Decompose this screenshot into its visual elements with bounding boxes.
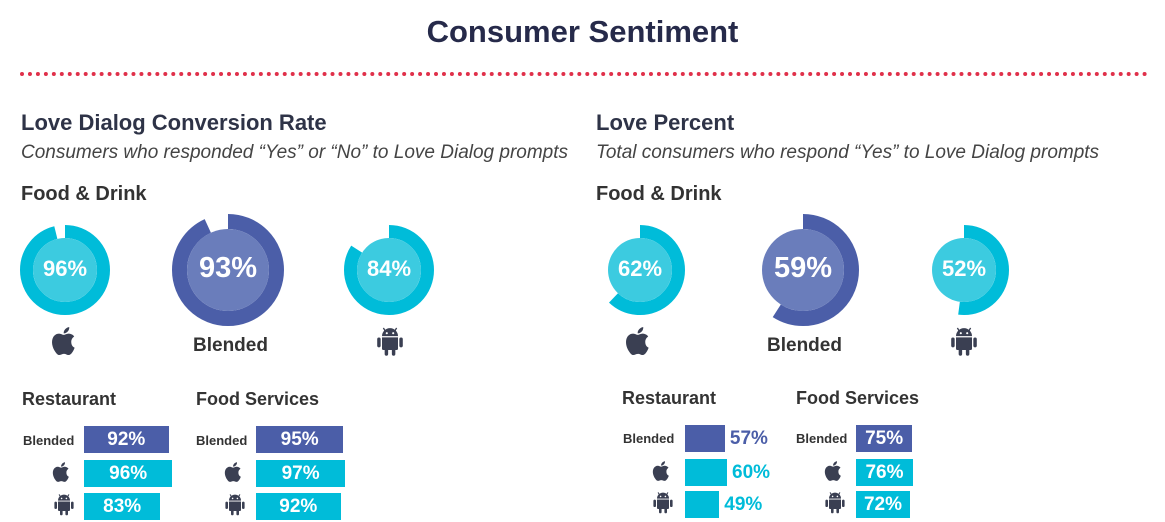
right-blended-donut: [747, 214, 859, 326]
left-restaurant-bar-blended-value-label: 92%: [107, 429, 146, 450]
left-food-services-blended-label: Blended: [196, 433, 248, 448]
right-category-label: Food & Drink: [596, 183, 722, 205]
left-blended-donut-value-label: 93%: [198, 252, 258, 285]
right-android-donut-center: [932, 238, 996, 302]
left-restaurant-apple-icon: [50, 460, 74, 489]
right-section-title: Love Percent: [596, 110, 735, 135]
right-food-services-bar-ios-value-label: 76%: [865, 462, 904, 483]
right-restaurant-bar-blended: [685, 425, 725, 452]
left-section-subtitle: Consumers who responded “Yes” or “No” to…: [21, 142, 569, 163]
right-food-services-bar-blended: [856, 425, 913, 452]
right-restaurant-blended-label: Blended: [623, 431, 675, 446]
left-restaurant-bar-android: [84, 493, 161, 520]
left-food-services-bar-android-value-label: 92%: [279, 496, 318, 517]
right-restaurant-bar-blended-value-label: 57%: [729, 428, 768, 449]
right-blended-donut-value-label: 59%: [773, 252, 833, 285]
right-food-services-bar-blended-value-label: 75%: [865, 428, 904, 449]
right-restaurant-bar-android: [685, 491, 720, 518]
right-ios-donut-value-label: 62%: [617, 256, 663, 282]
right-blended-donut-arc: [747, 214, 859, 326]
right-restaurant-title: Restaurant: [622, 388, 717, 408]
left-restaurant-bar-android-value-label: 83%: [103, 496, 142, 517]
right-restaurant-bar-ios: [685, 459, 727, 486]
left-blended-donut: [172, 214, 284, 326]
right-android-donut-value-label: 52%: [941, 256, 987, 282]
right-food-services-bar-ios: [856, 459, 913, 486]
right-android-donut: [919, 225, 1009, 315]
right-ios-donut-center: [608, 238, 672, 302]
left-restaurant-android-icon: [52, 493, 76, 522]
left-android-donut-center: [357, 238, 421, 302]
right-blended-donut-center: [762, 229, 844, 311]
left-android-donut-arc: [344, 225, 434, 315]
right-restaurant-apple-icon: [650, 459, 674, 488]
left-android-donut-value-label: 84%: [366, 256, 412, 282]
right-food-services-bar-android: [856, 491, 910, 518]
left-food-services-apple-icon: [222, 460, 246, 489]
left-category-label: Food & Drink: [21, 183, 147, 205]
right-restaurant-android-icon: [651, 491, 675, 520]
left-restaurant-bar-ios: [84, 460, 173, 487]
dotted-divider: [20, 72, 1148, 76]
left-food-services-android-icon: [223, 493, 247, 522]
left-blended-donut-arc: [172, 214, 284, 326]
left-restaurant-title: Restaurant: [22, 389, 117, 409]
left-food-services-bar-ios-value-label: 97%: [281, 463, 320, 484]
left-food-services-title: Food Services: [196, 389, 320, 409]
right-apple-icon: [622, 324, 656, 363]
right-food-services-apple-icon: [822, 459, 846, 488]
right-android-icon: [948, 326, 980, 363]
right-food-services-android-icon: [823, 491, 847, 520]
left-restaurant-blended-label: Blended: [23, 433, 75, 448]
right-food-services-title: Food Services: [796, 388, 920, 408]
left-ios-donut-value-label: 96%: [42, 256, 88, 282]
left-food-services-bar-blended: [256, 426, 344, 453]
right-section-subtitle: Total consumers who respond “Yes” to Lov…: [596, 142, 1100, 163]
left-ios-donut-center: [33, 238, 97, 302]
left-ios-donut: [20, 225, 110, 315]
left-apple-icon: [48, 324, 82, 363]
left-android-donut: [344, 225, 434, 315]
left-food-services-bar-blended-value-label: 95%: [280, 429, 319, 450]
left-ios-donut-arc: [20, 225, 110, 315]
left-restaurant-bar-ios-value-label: 96%: [109, 463, 148, 484]
left-section-title: Love Dialog Conversion Rate: [21, 110, 327, 135]
left-restaurant-bar-blended: [84, 426, 169, 453]
right-food-services-blended-label: Blended: [796, 431, 848, 446]
right-ios-donut: [595, 225, 685, 315]
right-restaurant-bar-ios-value-label: 60%: [732, 462, 771, 483]
left-blended-label: Blended: [193, 335, 268, 356]
right-android-donut-arc: [919, 225, 1009, 315]
right-blended-label: Blended: [767, 335, 842, 356]
left-blended-donut-center: [187, 229, 269, 311]
page-title: Consumer Sentiment: [426, 14, 739, 49]
right-restaurant-bar-android-value-label: 49%: [724, 494, 763, 515]
left-android-icon: [374, 326, 406, 363]
left-food-services-bar-android: [256, 493, 341, 520]
right-ios-donut-arc: [595, 225, 685, 315]
left-food-services-bar-ios: [256, 460, 346, 487]
right-food-services-bar-android-value-label: 72%: [863, 494, 903, 515]
